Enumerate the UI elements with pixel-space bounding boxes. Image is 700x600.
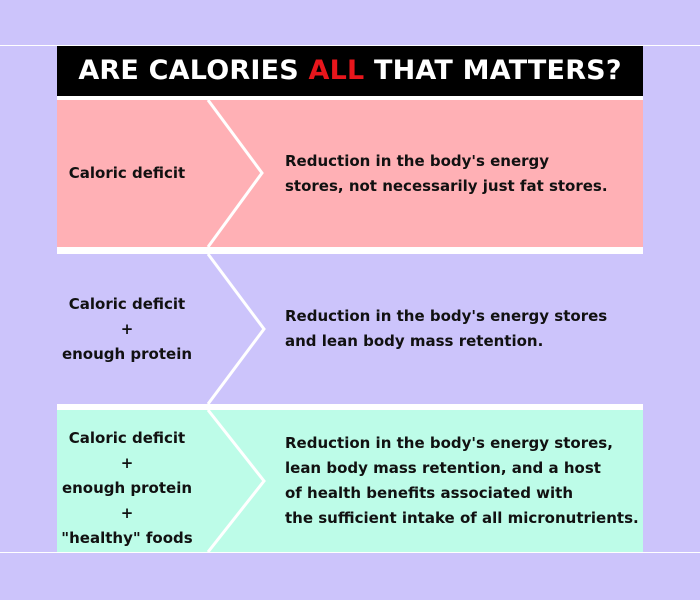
row-3-label-line: "healthy" foods [61, 529, 193, 547]
row-1-background [57, 100, 643, 247]
row-1-chevron-divider [206, 100, 264, 247]
row-2-label-line: Caloric deficit [68, 294, 186, 313]
row-2-label: Caloric deficit + enough protein [57, 254, 197, 404]
frame-line-top [0, 45, 700, 46]
title-part-2: THAT MATTERS? [364, 55, 622, 86]
row-2-background [57, 254, 643, 404]
row-2-fill [57, 254, 643, 404]
row-3-desc-line: Reduction in the body's energy stores, [285, 434, 613, 452]
row-3-desc-line: lean body mass retention, and a host [285, 459, 601, 477]
row-2-chevron-divider [206, 254, 266, 404]
row-1-label-line: Caloric deficit [68, 164, 186, 182]
frame-line-bottom [0, 552, 700, 553]
row-2-label-line: enough protein [61, 344, 193, 363]
row-3-fill [57, 410, 643, 552]
row-3-desc-line: the sufficient intake of all micronutrie… [285, 509, 639, 527]
row-1-desc-line: stores, not necessarily just fat stores. [285, 176, 608, 195]
row-1-fill [57, 100, 643, 247]
title-part-1: ARE CALORIES [78, 55, 309, 86]
row-3-desc-line: of health benefits associated with [285, 484, 574, 502]
row-3-background [57, 410, 643, 552]
row-1-description: Reduction in the body's energy stores, n… [285, 100, 641, 247]
page-title: ARE CALORIES ALL THAT MATTERS? [57, 46, 643, 96]
row-3-chevron-divider [206, 410, 266, 552]
row-3-label: Caloric deficit + enough protein + "heal… [57, 410, 197, 552]
row-3-description: Reduction in the body's energy stores, l… [285, 410, 641, 552]
row-2-desc-line: and lean body mass retention. [285, 332, 544, 350]
row-caloric-deficit: Caloric deficit Reduction in the body's … [57, 100, 643, 247]
row-caloric-deficit-protein: Caloric deficit + enough protein Reducti… [57, 254, 643, 404]
row-1-desc-line: Reduction in the body's energy [285, 151, 550, 170]
row-2-label-line: + [120, 319, 134, 338]
row-3-label-line: Caloric deficit [68, 429, 186, 447]
row-1-label: Caloric deficit [57, 100, 197, 247]
row-2-desc-line: Reduction in the body's energy stores [285, 307, 608, 325]
title-highlight: ALL [308, 55, 365, 86]
infographic-panel: ARE CALORIES ALL THAT MATTERS? Caloric d… [57, 46, 643, 552]
row-3-label-line: + [120, 454, 134, 472]
row-2-description: Reduction in the body's energy stores an… [285, 254, 641, 404]
row-3-label-line: + [120, 504, 134, 522]
row-3-label-line: enough protein [61, 479, 193, 497]
row-caloric-deficit-protein-healthy: Caloric deficit + enough protein + "heal… [57, 410, 643, 552]
